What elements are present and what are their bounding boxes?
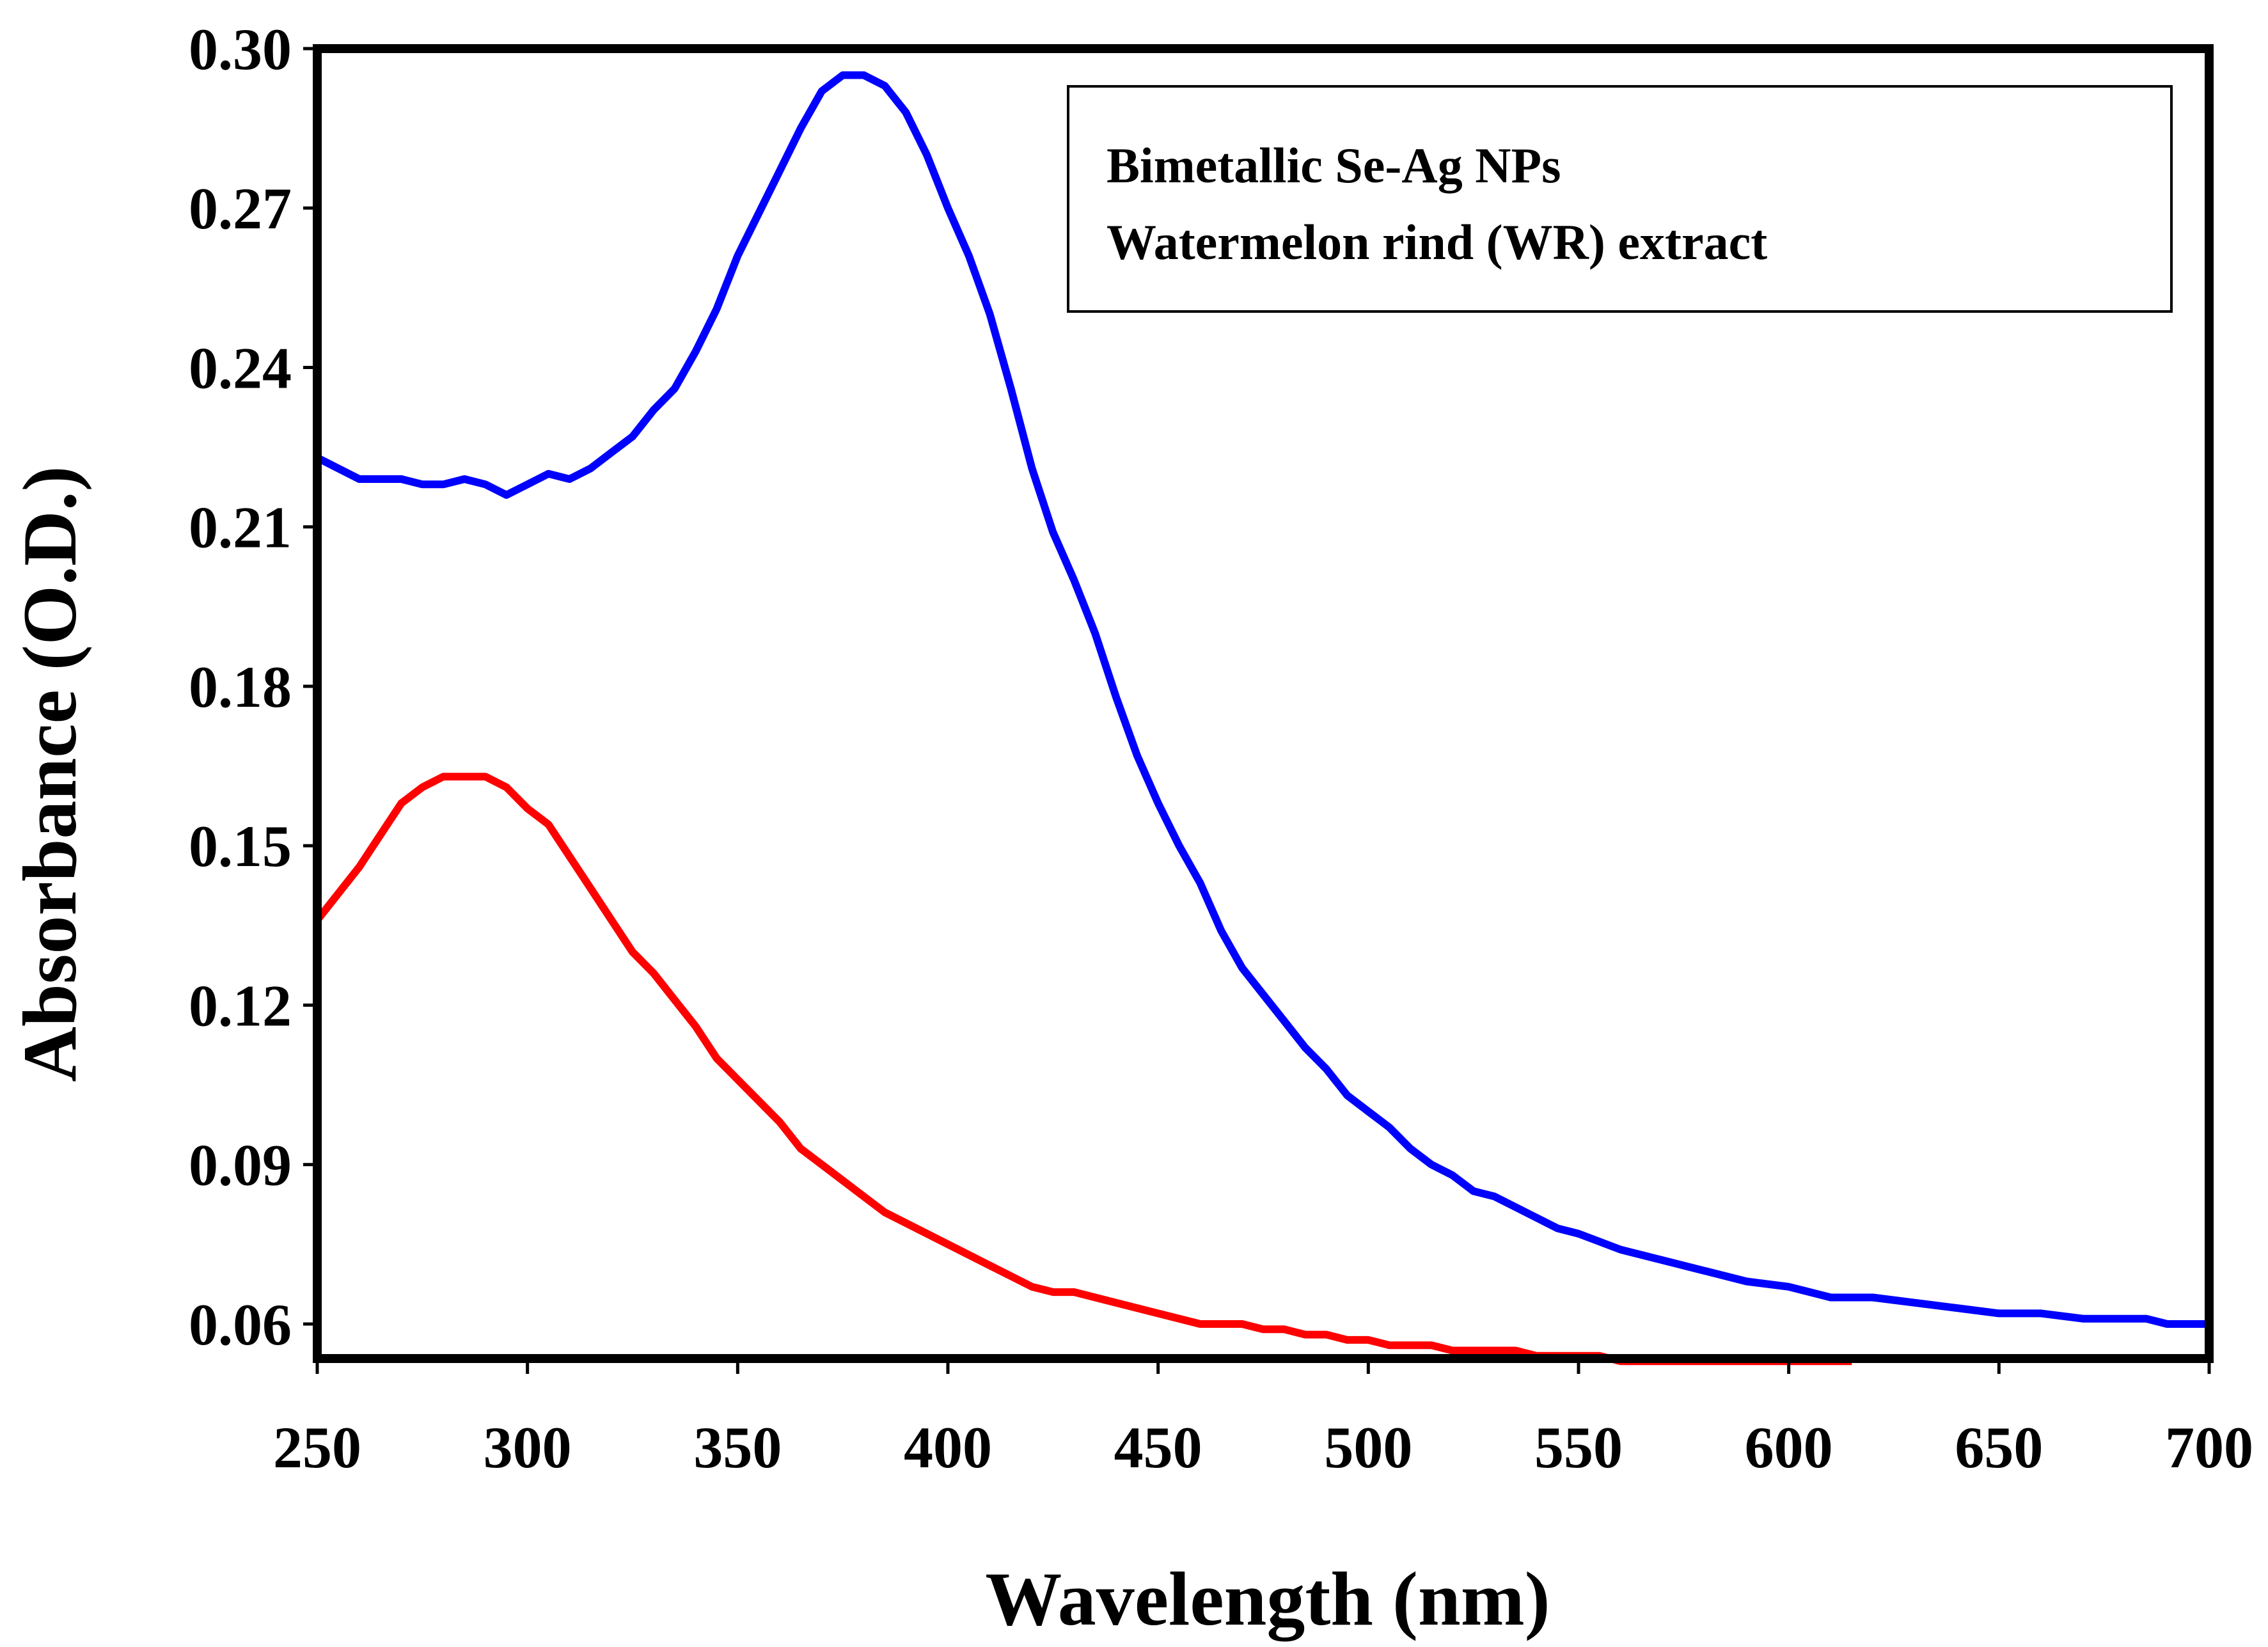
y-axis-title: Absorbance (O.D.) [7,466,92,1082]
x-tick-label: 400 [904,1415,992,1480]
x-tick-label: 600 [1745,1415,1833,1480]
y-tick-label: 0.27 [189,176,292,241]
legend-box: Bimetallic Se-Ag NPs Watermelon rind (WR… [1067,85,2173,313]
plot-area-frame [313,44,2214,1363]
y-tick-label: 0.06 [189,1292,292,1357]
legend-line-2: Watermelon rind (WR) extract [1106,214,1767,270]
legend-line-1: Bimetallic Se-Ag NPs [1106,138,1561,193]
legend-frame [1067,85,2173,313]
x-tick-label: 350 [693,1415,782,1480]
x-tick-label: 300 [484,1415,572,1480]
x-tick-label: 450 [1114,1415,1202,1480]
y-tick-label: 0.09 [189,1133,292,1198]
x-tick-label: 550 [1534,1415,1623,1480]
y-tick-label: 0.24 [189,335,292,400]
x-tick-label: 250 [273,1415,361,1480]
x-tick-label: 700 [2165,1415,2253,1480]
axis-layer: 0.06 0.09 0.12 0.15 0.18 0.21 0.24 0.27 0.30 250 3… [189,17,2253,1480]
x-tick-label: 500 [1324,1415,1412,1480]
x-axis-title: Wavelength (nm) [985,1556,1550,1642]
y-tick-label: 0.21 [189,495,292,560]
x-tick-label: 650 [1955,1415,2043,1480]
y-tick-label: 0.12 [189,973,292,1038]
y-tick-label: 0.18 [189,654,292,720]
y-tick-label: 0.30 [189,17,292,82]
series-line-se-ag-nps [315,71,2209,1328]
y-tick-label: 0.15 [189,814,292,879]
